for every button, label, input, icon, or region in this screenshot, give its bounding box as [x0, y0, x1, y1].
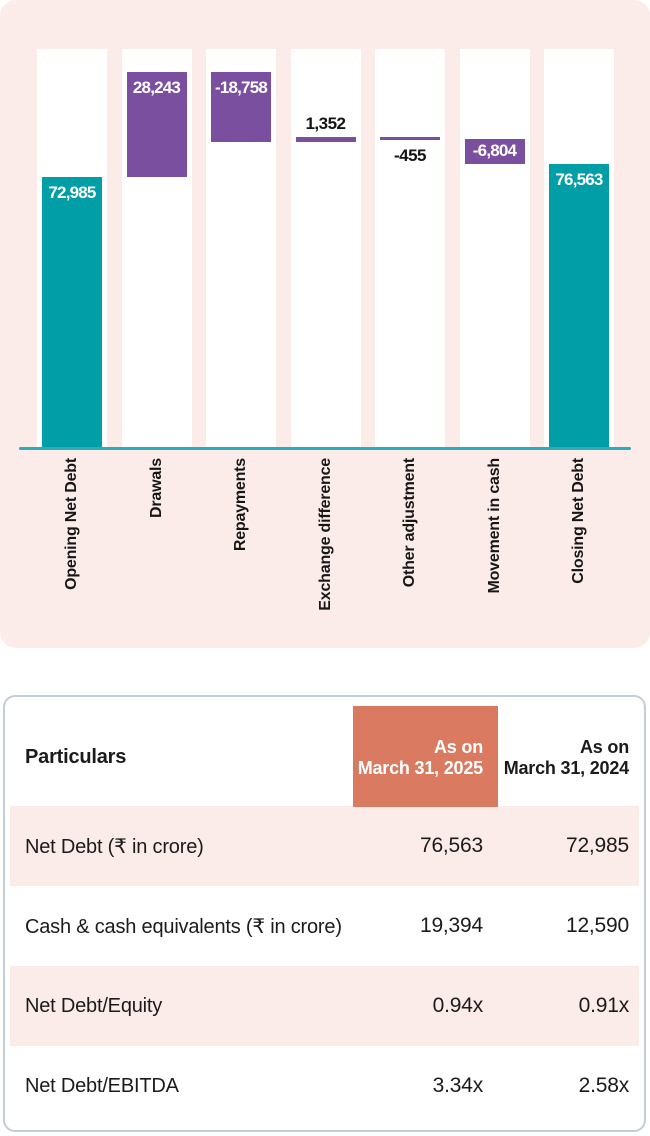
row-particulars: Cash & cash equivalents (₹ in crore) — [25, 915, 342, 938]
x-axis-label-wrap: Closing Net Debt — [544, 458, 614, 638]
x-axis-label: Movement in cash — [485, 458, 503, 594]
table-header-row: Particulars As on March 31, 2025 As on M… — [10, 697, 639, 806]
row-value-fy2024: 12,590 — [565, 914, 629, 937]
chart-column-bg — [459, 49, 530, 449]
row-value-fy2024: 72,985 — [565, 834, 629, 857]
table-row: Net Debt/Equity 0.94x 0.91x — [10, 966, 639, 1046]
table-header-fy2024-line2: March 31, 2024 — [503, 757, 629, 778]
table-row: Cash & cash equivalents (₹ in crore) 19,3… — [10, 886, 639, 966]
x-axis-label-wrap: Other adjustment — [375, 458, 445, 638]
table-header-fy2024-line1: As on — [579, 736, 629, 757]
chart-column-bg — [290, 49, 361, 449]
x-axis-label: Closing Net Debt — [570, 458, 587, 584]
waterfall-bar-decrease — [380, 136, 440, 140]
table-header-fy2025-line2: March 31, 2025 — [357, 757, 483, 778]
x-axis-label: Opening Net Debt — [63, 458, 80, 590]
chart-baseline-axis — [19, 447, 631, 450]
net-debt-summary-table: Particulars As on March 31, 2025 As on M… — [3, 695, 646, 1132]
waterfall-bar-increase — [295, 136, 356, 142]
row-value-fy2025: 3.34x — [432, 1074, 484, 1097]
bar-value-label: 72,985 — [48, 183, 96, 203]
table-header-fy2025: As on March 31, 2025 — [353, 737, 483, 779]
waterfall-bar-decrease: -18,758 — [211, 72, 271, 142]
waterfall-bar-total: 76,563 — [549, 163, 609, 449]
row-particulars: Net Debt/Equity — [25, 994, 163, 1017]
bar-value-label: -455 — [393, 145, 427, 165]
row-value-fy2025: 76,563 — [419, 834, 483, 857]
table-body: Net Debt (₹ in crore) 76,563 72,985 Cash & … — [5, 806, 644, 1126]
x-axis-label: Exchange difference — [316, 458, 334, 611]
waterfall-bar-total: 72,985 — [42, 177, 102, 449]
row-value-fy2025: 0.94x — [432, 994, 484, 1017]
x-axis-label-wrap: Exchange difference — [291, 458, 361, 638]
bar-value-label: -18,758 — [214, 78, 268, 97]
x-axis-label-wrap: Movement in cash — [460, 458, 530, 638]
net-debt-waterfall-chart: 72,985 Opening Net Debt 28,243 Drawals -18,7… — [0, 0, 650, 648]
x-axis-label: Drawals — [147, 458, 165, 518]
bar-value-label: 28,243 — [132, 78, 181, 97]
row-value-fy2025: 19,394 — [419, 914, 483, 937]
x-axis-label: Repayments — [232, 458, 249, 552]
x-axis-label-wrap: Opening Net Debt — [37, 458, 107, 638]
x-axis-label-wrap: Repayments — [206, 458, 276, 638]
table-header-fy2024: As on March 31, 2024 — [483, 737, 629, 779]
x-axis-label-wrap: Drawals — [122, 458, 192, 638]
bar-value-label: -6,804 — [472, 141, 517, 161]
chart-column-bg — [375, 49, 445, 449]
row-value-fy2024: 0.91x — [578, 994, 630, 1017]
x-axis-label: Other adjustment — [401, 458, 418, 588]
row-particulars: Net Debt/EBITDA — [25, 1074, 179, 1097]
waterfall-bar-decrease: -6,804 — [464, 138, 525, 164]
table-header-particulars: Particulars — [25, 746, 127, 768]
table-row: Net Debt (₹ in crore) 76,563 72,985 — [10, 806, 639, 886]
bar-value-label: 1,352 — [305, 113, 346, 133]
table-header-fy2025-line1: As on — [433, 736, 483, 757]
row-value-fy2024: 2.58x — [578, 1074, 630, 1097]
row-particulars: Net Debt (₹ in crore) — [25, 835, 204, 858]
waterfall-bar-increase: 28,243 — [126, 72, 187, 178]
fy2025-highlight-column-bg — [353, 706, 498, 807]
table-row: Net Debt/EBITDA 3.34x 2.58x — [10, 1046, 639, 1126]
bar-value-label: 76,563 — [555, 169, 603, 189]
